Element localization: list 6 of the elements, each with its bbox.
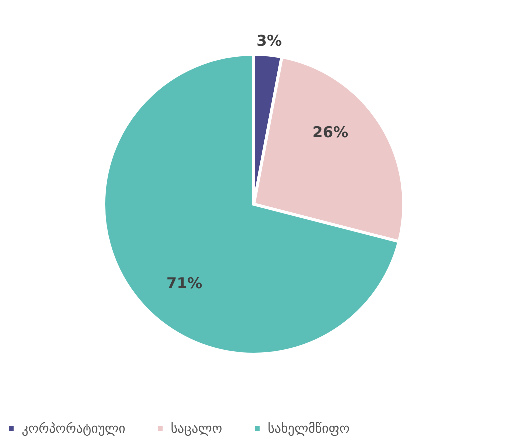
data-label: 3% <box>256 32 282 50</box>
legend-label: სახელმწიფო <box>268 422 350 437</box>
data-label: 71% <box>166 274 203 292</box>
legend-label: საცალო <box>171 422 222 437</box>
legend-label: კორპორატიული <box>22 422 126 437</box>
data-label: 26% <box>312 124 348 142</box>
